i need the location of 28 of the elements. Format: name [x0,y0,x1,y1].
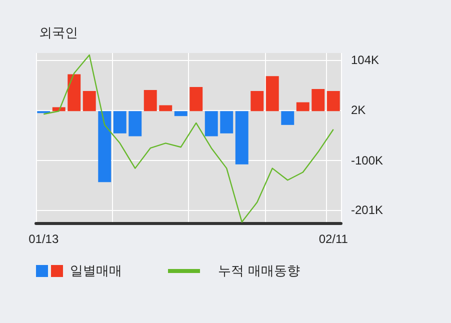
bar [68,74,81,112]
bar [128,111,142,136]
y-tick-label: -100K [351,153,384,168]
bar [296,102,310,112]
bar [220,111,234,134]
bar [159,105,172,112]
x-tick-label: 02/11 [318,232,348,246]
bar [312,88,325,112]
chart-title: 외국인 [39,26,78,41]
bar [281,111,294,125]
y-tick-label: 2K [351,103,366,118]
legend-label: 누적 매매동향 [218,263,300,280]
legend-label: 일별매매 [70,263,122,280]
bar [190,87,203,112]
line-series [43,54,334,223]
bar [326,90,340,112]
y-tick-label: -201K [351,203,384,218]
bar [235,111,248,164]
y-tick-label: 104K [351,52,380,67]
bar [113,111,126,134]
x-tick-label: 01/13 [28,232,59,246]
bar [250,90,264,112]
bar [82,90,96,112]
bar [174,111,188,116]
bar [266,76,279,112]
bar [144,90,157,112]
bar [98,111,112,182]
bar [204,111,218,136]
